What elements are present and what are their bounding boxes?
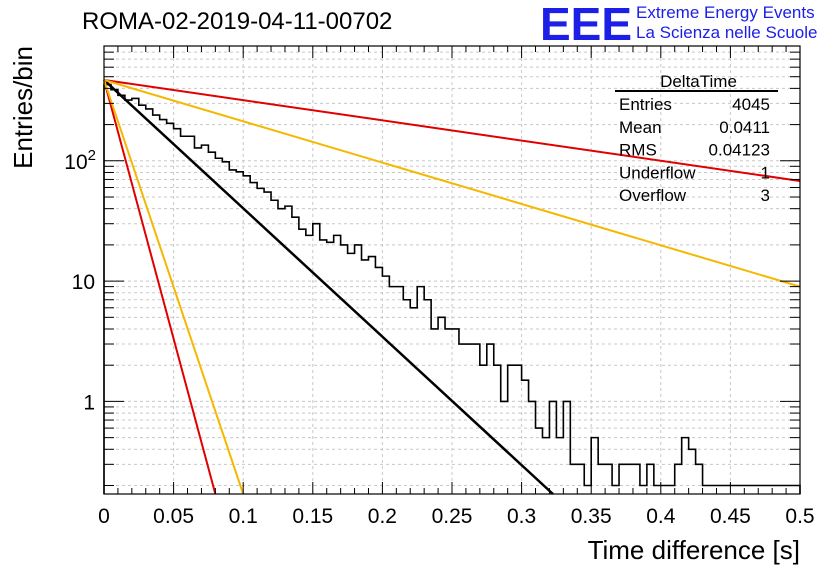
series-line-4 xyxy=(103,79,217,495)
series-line-3 xyxy=(103,78,801,288)
stats-label-overflow: Overflow xyxy=(619,186,687,205)
stats-label-entries: Entries xyxy=(619,95,672,114)
y-tick-label: 102 xyxy=(64,147,96,174)
x-tick-label: 0 xyxy=(98,505,110,528)
x-axis-label: Time difference [s] xyxy=(588,535,800,565)
x-tick-label: 0.25 xyxy=(432,505,473,528)
stats-value-entries: 4045 xyxy=(732,95,770,114)
run-title: ROMA-02-2019-04-11-00702 xyxy=(82,8,393,35)
tagline-2: La Scienza nelle Scuole xyxy=(636,23,818,42)
stats-label-mean: Mean xyxy=(619,118,662,137)
x-tick-label: 0.1 xyxy=(229,505,258,528)
tagline-1: Extreme Energy Events xyxy=(636,3,815,22)
y-axis-label: Entries/bin xyxy=(8,46,38,169)
x-tick-label: 0.3 xyxy=(507,505,536,528)
x-tick-label: 0.15 xyxy=(292,505,333,528)
x-tick-label: 0.45 xyxy=(710,505,751,528)
x-tick-label: 0.4 xyxy=(646,505,676,528)
x-tick-label: 0.05 xyxy=(153,505,194,528)
stats-box-title: DeltaTime xyxy=(660,72,737,91)
eee-logo: EEE xyxy=(540,0,633,50)
x-tick-label: 0.35 xyxy=(571,505,612,528)
histogram-bars xyxy=(103,83,801,494)
stats-value-overflow: 3 xyxy=(761,186,770,205)
series-line-1 xyxy=(103,79,554,495)
x-tick-label: 0.2 xyxy=(368,505,397,528)
stats-value-rms: 0.04123 xyxy=(709,141,770,160)
series-line-5 xyxy=(103,79,245,495)
stats-label-rms: RMS xyxy=(619,141,657,160)
stats-value-underflow: 1 xyxy=(761,163,770,182)
stats-value-mean: 0.0411 xyxy=(719,118,770,137)
x-tick-label: 0.5 xyxy=(785,505,814,528)
series-line-2 xyxy=(103,78,801,182)
stats-label-underflow: Underflow xyxy=(619,163,696,182)
y-tick-label: 1 xyxy=(83,391,95,414)
y-tick-label: 10 xyxy=(72,271,95,294)
